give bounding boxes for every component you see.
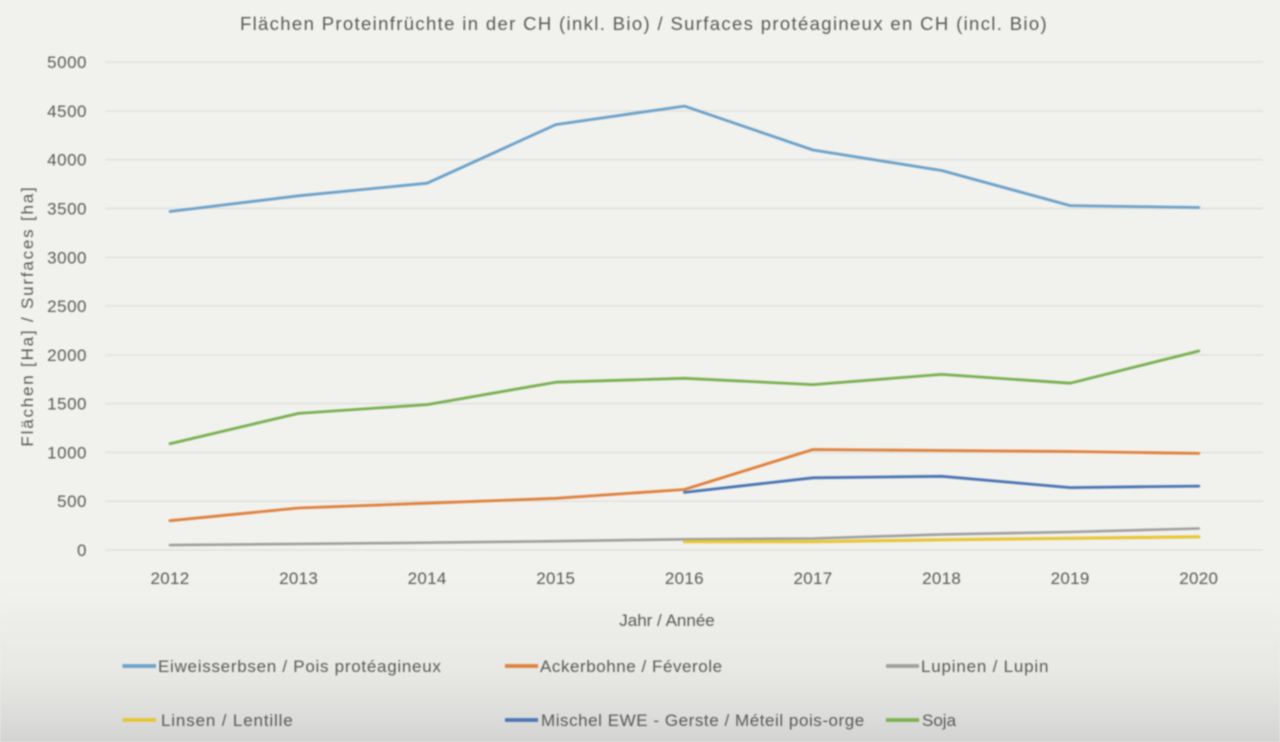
svg-text:2017: 2017 bbox=[793, 569, 832, 588]
svg-text:Flächen [Ha] / Surfaces [ha]: Flächen [Ha] / Surfaces [ha] bbox=[18, 185, 37, 446]
svg-text:2015: 2015 bbox=[536, 569, 575, 588]
svg-text:5000: 5000 bbox=[47, 53, 87, 72]
svg-text:2013: 2013 bbox=[279, 569, 318, 588]
svg-text:1000: 1000 bbox=[47, 443, 87, 462]
svg-text:2016: 2016 bbox=[665, 569, 704, 588]
svg-text:2012: 2012 bbox=[150, 569, 189, 588]
svg-text:2019: 2019 bbox=[1051, 569, 1090, 588]
svg-text:Ackerbohne / Féverole: Ackerbohne / Féverole bbox=[540, 657, 723, 676]
svg-text:3000: 3000 bbox=[47, 248, 87, 267]
svg-text:Lupinen / Lupin: Lupinen / Lupin bbox=[921, 657, 1049, 676]
svg-text:1500: 1500 bbox=[47, 395, 87, 414]
svg-text:2018: 2018 bbox=[922, 569, 961, 588]
svg-text:4500: 4500 bbox=[47, 102, 87, 121]
svg-text:2014: 2014 bbox=[408, 569, 447, 588]
svg-text:0: 0 bbox=[77, 541, 87, 560]
svg-text:500: 500 bbox=[57, 492, 87, 511]
svg-text:Flächen Proteinfrüchte in der: Flächen Proteinfrüchte in der CH (inkl. … bbox=[240, 13, 1048, 34]
svg-text:Linsen / Lentille: Linsen / Lentille bbox=[161, 711, 294, 730]
svg-text:2000: 2000 bbox=[47, 346, 87, 365]
svg-text:3500: 3500 bbox=[47, 200, 87, 219]
svg-text:2020: 2020 bbox=[1179, 569, 1218, 588]
svg-text:2500: 2500 bbox=[47, 297, 87, 316]
svg-text:Eiweisserbsen / Pois protéagin: Eiweisserbsen / Pois protéagineux bbox=[158, 657, 442, 676]
svg-text:Jahr / Année: Jahr / Année bbox=[619, 611, 714, 630]
svg-text:4000: 4000 bbox=[47, 151, 87, 170]
svg-text:Soja: Soja bbox=[922, 711, 957, 730]
svg-text:Mischel EWE - Gerste / Méteil: Mischel EWE - Gerste / Méteil pois-orge bbox=[541, 711, 865, 730]
